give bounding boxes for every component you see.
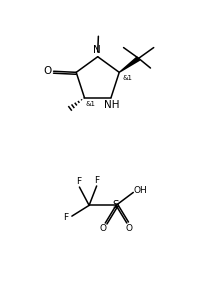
Text: S: S bbox=[113, 200, 119, 210]
Text: F: F bbox=[63, 213, 68, 222]
Text: NH: NH bbox=[104, 100, 120, 110]
Text: OH: OH bbox=[133, 186, 147, 195]
Text: O: O bbox=[43, 66, 52, 76]
Text: &1: &1 bbox=[86, 101, 96, 107]
Polygon shape bbox=[119, 56, 140, 73]
Text: F: F bbox=[76, 177, 82, 186]
Text: F: F bbox=[95, 176, 100, 185]
Text: O: O bbox=[126, 224, 133, 233]
Text: &1: &1 bbox=[122, 75, 132, 82]
Text: O: O bbox=[99, 224, 106, 233]
Text: N: N bbox=[94, 45, 101, 55]
